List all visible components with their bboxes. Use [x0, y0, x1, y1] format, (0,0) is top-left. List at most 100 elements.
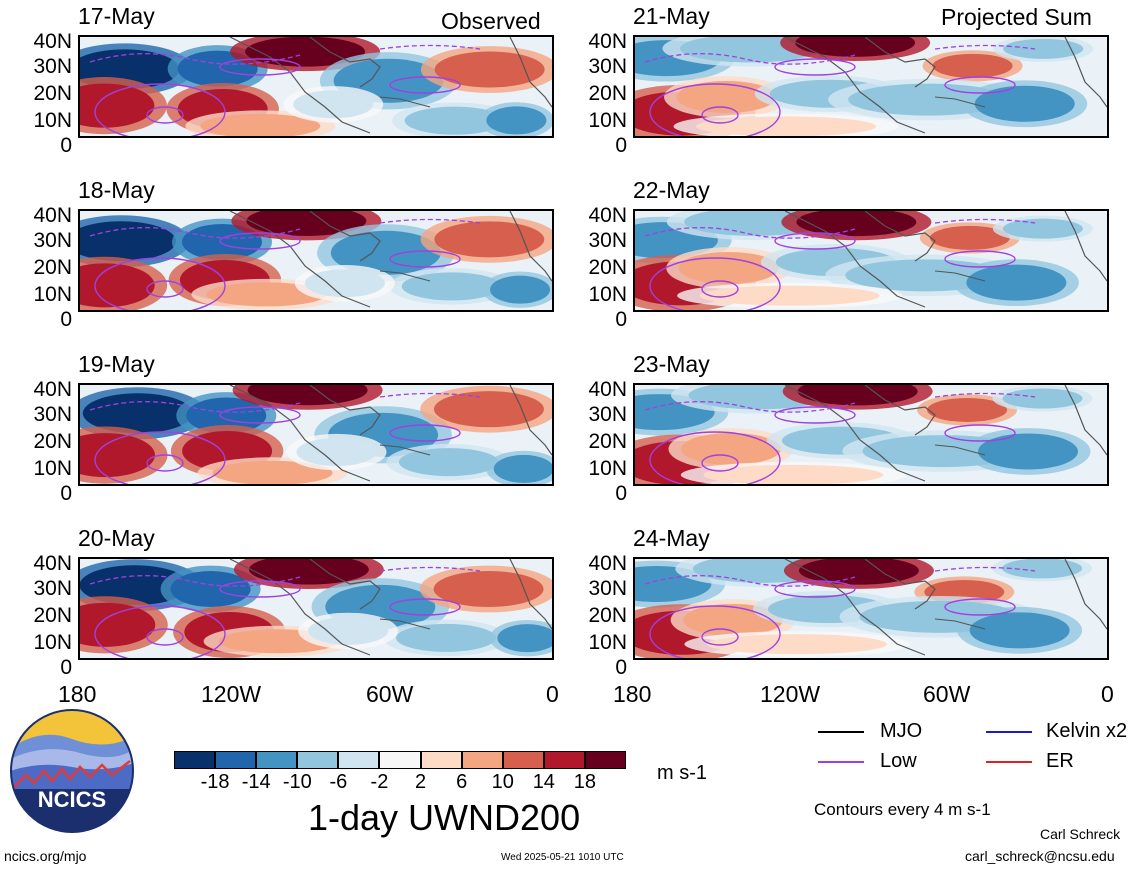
lon-label-60w-left: 60W: [366, 681, 414, 707]
lat-label-40n-24-may: 40N: [588, 552, 627, 575]
lat-label-30n-24-may: 30N: [588, 577, 627, 600]
lat-label-10n-17-may: 10N: [33, 109, 72, 132]
colorbar-tick-label: -18: [200, 771, 230, 793]
legend-line-er: [986, 761, 1032, 763]
panel-date-22-may: 22-May: [633, 177, 710, 203]
lat-label-40n-21-may: 40N: [588, 30, 627, 53]
lat-label-40n-23-may: 40N: [588, 378, 627, 401]
panel-date-21-may: 21-May: [633, 3, 710, 29]
colorbar: [174, 751, 627, 769]
author-name: Carl Schreck: [1040, 826, 1121, 842]
lat-label-0-19-may: 0: [60, 482, 72, 505]
lat-label-10n-23-may: 10N: [588, 457, 627, 480]
colorbar-tick-label: -14: [241, 771, 271, 793]
panel-date-20-may: 20-May: [78, 525, 155, 551]
colorbar-segment: [215, 751, 257, 769]
legend-line-low: [818, 761, 864, 763]
panel-date-24-may: 24-May: [633, 525, 710, 551]
colorbar-tick-label: -10: [282, 771, 312, 793]
lat-label-20n-21-may: 20N: [588, 82, 627, 105]
lon-label-180-right: 180: [613, 681, 652, 707]
lat-label-30n-23-may: 30N: [588, 403, 627, 426]
figure-title: 1-day UWND200: [308, 797, 581, 838]
timestamp: Wed 2025-05-21 1010 UTC: [501, 852, 624, 863]
map-panel-18-may: [78, 209, 554, 312]
lat-label-0-18-may: 0: [60, 308, 72, 331]
lat-label-20n-23-may: 20N: [588, 430, 627, 453]
lat-label-20n-24-may: 20N: [588, 604, 627, 627]
lat-label-0-24-may: 0: [615, 656, 627, 679]
lat-label-0-23-may: 0: [615, 482, 627, 505]
map-panel-22-may: [633, 209, 1109, 312]
map-panel-21-may: [633, 35, 1109, 138]
lat-label-30n-21-may: 30N: [588, 55, 627, 78]
lon-label-180-left: 180: [58, 681, 97, 707]
lat-label-40n-20-may: 40N: [33, 552, 72, 575]
colorbar-segment: [297, 751, 339, 769]
colorbar-segment: [174, 751, 216, 769]
lon-label-0-right: 0: [1101, 681, 1114, 707]
lat-label-10n-21-may: 10N: [588, 109, 627, 132]
lat-label-30n-18-may: 30N: [33, 229, 72, 252]
legend-line-mjo: [818, 731, 864, 733]
lon-label-120w-left: 120W: [201, 681, 262, 707]
author-email: carl_schreck@ncsu.edu: [965, 848, 1115, 864]
map-panel-23-may: [633, 383, 1109, 486]
map-panel-19-may: [78, 383, 554, 486]
lon-label-0-left: 0: [546, 681, 559, 707]
colorbar-segment: [502, 751, 544, 769]
lat-label-0-21-may: 0: [615, 134, 627, 157]
lat-label-10n-18-may: 10N: [33, 283, 72, 306]
colorbar-segment: [256, 751, 298, 769]
colorbar-segment: [461, 751, 503, 769]
colorbar-tick-label: 10: [491, 771, 514, 793]
lat-label-40n-22-may: 40N: [588, 204, 627, 227]
lat-label-20n-20-may: 20N: [33, 604, 72, 627]
lat-label-30n-22-may: 30N: [588, 229, 627, 252]
lat-label-0-17-may: 0: [60, 134, 72, 157]
panel-date-23-may: 23-May: [633, 351, 710, 377]
colorbar-units: m s-1: [657, 762, 707, 784]
colorbar-tick-label: -2: [370, 771, 389, 793]
lat-label-10n-20-may: 10N: [33, 631, 72, 654]
colorbar-tick-label: 14: [532, 771, 555, 793]
lat-label-10n-24-may: 10N: [588, 631, 627, 654]
panel-date-19-may: 19-May: [78, 351, 155, 377]
map-panel-17-may: [78, 35, 554, 138]
website-link[interactable]: ncics.org/mjo: [4, 848, 87, 864]
lat-label-20n-17-may: 20N: [33, 82, 72, 105]
lat-label-0-20-may: 0: [60, 656, 72, 679]
colorbar-tick-label: 6: [456, 771, 468, 793]
projected-sum-header: Projected Sum: [941, 4, 1092, 30]
lat-label-20n-19-may: 20N: [33, 430, 72, 453]
lat-label-10n-22-may: 10N: [588, 283, 627, 306]
legend-label-low: Low: [880, 750, 917, 772]
map-panel-20-may: [78, 557, 554, 660]
colorbar-segment: [338, 751, 380, 769]
colorbar-tick-label: -6: [329, 771, 348, 793]
colorbar-tick-label: 2: [414, 771, 427, 793]
lat-label-10n-19-may: 10N: [33, 457, 72, 480]
panel-date-18-may: 18-May: [78, 177, 155, 203]
map-panel-24-may: [633, 557, 1109, 660]
lat-label-30n-20-may: 30N: [33, 577, 72, 600]
colorbar-segment: [584, 751, 627, 769]
colorbar-tick-label: 18: [573, 771, 597, 793]
colorbar-segment: [543, 751, 585, 769]
lat-label-20n-18-may: 20N: [33, 256, 72, 279]
ncics-logo-text: NCICS: [37, 787, 107, 812]
panel-date-17-may: 17-May: [78, 3, 155, 29]
colorbar-segment: [379, 751, 421, 769]
legend-label-er: ER: [1046, 750, 1074, 772]
lat-label-40n-18-may: 40N: [33, 204, 72, 227]
ncics-logo-graphic: [10, 709, 134, 833]
contours-note: Contours every 4 m s-1: [814, 800, 991, 819]
ncics-logo: NCICS: [10, 709, 134, 833]
legend-label-mjo: MJO: [880, 720, 923, 742]
lon-label-120w-right: 120W: [760, 681, 821, 707]
lat-label-0-22-may: 0: [615, 308, 627, 331]
legend-line-kelvin: [986, 731, 1032, 733]
lat-label-20n-22-may: 20N: [588, 256, 627, 279]
observed-header: Observed: [441, 8, 541, 34]
lon-label-60w-right: 60W: [923, 681, 971, 707]
